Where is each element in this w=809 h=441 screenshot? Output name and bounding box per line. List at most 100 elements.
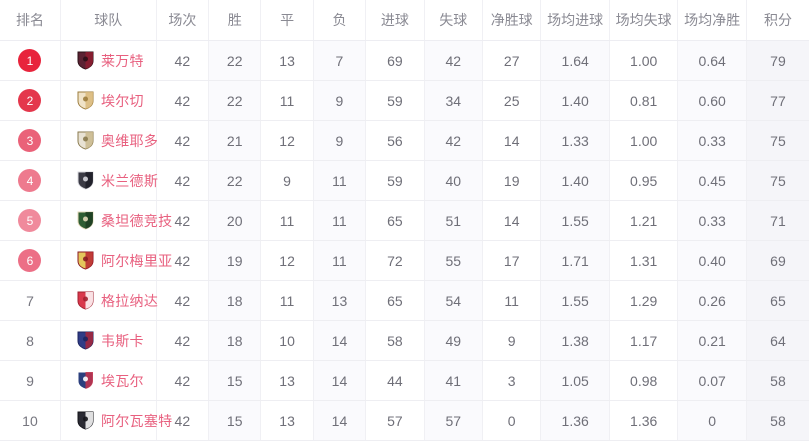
- rank-value: 6: [26, 253, 34, 268]
- rank-cell: 7: [0, 280, 61, 321]
- oviedo-crest-icon: [77, 131, 94, 150]
- cell-avg-goals-for: 1.55: [540, 200, 610, 241]
- table-row[interactable]: 7 格拉纳达 42 18 11 13 65 54 11 1.55 1.29 0.26 65: [0, 280, 809, 321]
- cell-win: 18: [208, 280, 261, 321]
- team-cell[interactable]: 阿尔梅里亚: [59, 240, 172, 281]
- cell-goal-difference: 14: [481, 200, 541, 241]
- cell-goal-difference: 9: [481, 320, 541, 361]
- table-row[interactable]: 8 韦斯卡 42 18 10 14 58 49 9 1.38 1.17 0.21 64: [0, 320, 809, 361]
- team-cell[interactable]: 埃尔切: [59, 80, 157, 121]
- rank-badge: 1: [18, 49, 42, 72]
- team-name: 韦斯卡: [100, 332, 144, 349]
- cell-played: 42: [155, 360, 209, 401]
- cell-win: 15: [208, 360, 261, 401]
- column-header-loss[interactable]: 负: [312, 0, 366, 41]
- cell-avg-goals-against: 1.36: [608, 400, 678, 441]
- table-body: 1 莱万特 42 22 13 7 69 42 27 1.64 1.00 0.64 79 2 埃尔切 42 22 1…: [0, 40, 809, 441]
- cell-draw: 12: [260, 120, 314, 161]
- column-header-draw[interactable]: 平: [260, 0, 314, 41]
- team-cell[interactable]: 阿尔瓦塞特: [59, 400, 172, 441]
- cell-avg-goals-for: 1.36: [540, 400, 610, 441]
- cell-goals-against: 40: [423, 160, 483, 201]
- cell-draw: 11: [260, 200, 314, 241]
- team-cell[interactable]: 奥维耶多: [59, 120, 159, 161]
- cell-goals-against: 49: [423, 320, 483, 361]
- team-cell[interactable]: 埃瓦尔: [59, 360, 157, 401]
- column-header-win[interactable]: 胜: [208, 0, 261, 41]
- column-header-avg-goals-for[interactable]: 场均进球: [540, 0, 610, 41]
- cell-goals-against: 55: [423, 240, 483, 281]
- cell-avg-goals-for: 1.05: [540, 360, 610, 401]
- rank-badge: 2: [18, 89, 42, 112]
- cell-loss: 11: [312, 160, 366, 201]
- cell-goals-for: 65: [365, 280, 425, 321]
- cell-goals-for: 56: [365, 120, 425, 161]
- cell-avg-goals-against: 0.98: [608, 360, 678, 401]
- column-header-goals-for[interactable]: 进球: [365, 0, 425, 41]
- cell-avg-goals-against: 1.21: [608, 200, 678, 241]
- eibar-crest-icon: [77, 371, 94, 390]
- rank-value: 2: [26, 93, 34, 108]
- column-header-goal-difference[interactable]: 净胜球: [481, 0, 541, 41]
- rank-value: 5: [26, 213, 34, 228]
- table-row[interactable]: 3 奥维耶多 42 21 12 9 56 42 14 1.33 1.00 0.33 75: [0, 120, 809, 161]
- rank-cell: 9: [0, 360, 61, 401]
- cell-points: 75: [745, 160, 809, 201]
- cell-win: 21: [208, 120, 261, 161]
- table-row[interactable]: 4 米兰德斯 42 22 9 11 59 40 19 1.40 0.95 0.45 75: [0, 160, 809, 201]
- cell-goals-for: 69: [365, 40, 425, 81]
- cell-draw: 11: [260, 280, 314, 321]
- cell-avg-goal-difference: 0.21: [677, 320, 747, 361]
- team-cell[interactable]: 韦斯卡: [59, 320, 157, 361]
- cell-points: 69: [745, 240, 809, 281]
- team-cell[interactable]: 格拉纳达: [59, 280, 158, 321]
- cell-played: 42: [155, 320, 209, 361]
- cell-goal-difference: 17: [481, 240, 541, 281]
- cell-goals-against: 51: [423, 200, 483, 241]
- table-row[interactable]: 1 莱万特 42 22 13 7 69 42 27 1.64 1.00 0.64 79: [0, 40, 809, 81]
- team-cell[interactable]: 米兰德斯: [59, 160, 158, 201]
- column-header-goals-against[interactable]: 失球: [423, 0, 483, 41]
- table-row[interactable]: 10 阿尔瓦塞特 42 15 13 14 57 57 0 1.36 1.36 0 58: [0, 400, 809, 441]
- cell-avg-goals-against: 0.95: [608, 160, 678, 201]
- cell-played: 42: [155, 80, 209, 121]
- cell-played: 42: [155, 40, 209, 81]
- cell-draw: 13: [260, 360, 314, 401]
- column-header-avg-goal-difference[interactable]: 场均净胜: [677, 0, 747, 41]
- cell-goals-against: 42: [423, 120, 483, 161]
- cell-loss: 11: [312, 200, 366, 241]
- cell-avg-goal-difference: 0.64: [677, 40, 747, 81]
- team-inner: 阿尔梅里亚: [61, 251, 172, 271]
- cell-points: 71: [745, 200, 809, 241]
- column-header-played[interactable]: 场次: [155, 0, 209, 41]
- table-row[interactable]: 9 埃瓦尔 42 15 13 14 44 41 3 1.05 0.98 0.07 58: [0, 360, 809, 401]
- rank-badge: 5: [18, 209, 42, 232]
- column-header-team[interactable]: 球队: [59, 0, 157, 41]
- cell-points: 75: [745, 120, 809, 161]
- cell-goal-difference: 19: [481, 160, 541, 201]
- team-name: 埃瓦尔: [100, 372, 144, 389]
- cell-points: 79: [745, 40, 809, 81]
- team-name: 莱万特: [100, 52, 144, 69]
- team-inner: 格拉纳达: [61, 291, 158, 311]
- mirandes-crest-icon: [77, 171, 94, 190]
- cell-played: 42: [155, 280, 209, 321]
- cell-loss: 9: [312, 120, 366, 161]
- cell-loss: 14: [312, 320, 366, 361]
- table-row[interactable]: 5 桑坦德竞技 42 20 11 11 65 51 14 1.55 1.21 0.33 71: [0, 200, 809, 241]
- table-row[interactable]: 2 埃尔切 42 22 11 9 59 34 25 1.40 0.81 0.60 77: [0, 80, 809, 121]
- cell-avg-goals-for: 1.40: [540, 80, 610, 121]
- team-cell[interactable]: 桑坦德竞技: [59, 200, 172, 241]
- column-header-rank[interactable]: 排名: [0, 0, 61, 41]
- cell-goals-for: 65: [365, 200, 425, 241]
- column-header-avg-goals-against[interactable]: 场均失球: [608, 0, 678, 41]
- column-header-points[interactable]: 积分: [745, 0, 809, 41]
- cell-goals-for: 59: [365, 80, 425, 121]
- team-cell[interactable]: 莱万特: [59, 40, 157, 81]
- table-row[interactable]: 6 阿尔梅里亚 42 19 12 11 72 55 17 1.71 1.31 0.40 69: [0, 240, 809, 281]
- cell-goal-difference: 14: [481, 120, 541, 161]
- team-inner: 埃尔切: [61, 91, 156, 111]
- team-name: 奥维耶多: [100, 132, 159, 149]
- rank-badge: 6: [18, 249, 42, 272]
- cell-avg-goals-against: 1.00: [608, 40, 678, 81]
